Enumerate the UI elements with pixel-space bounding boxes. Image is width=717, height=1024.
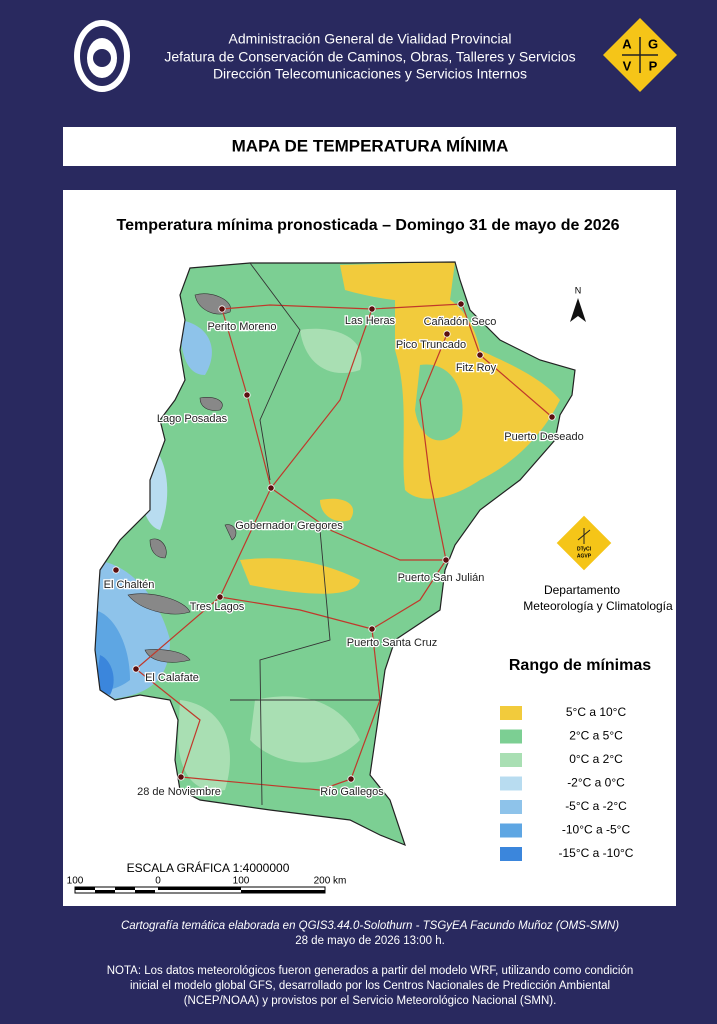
town-dot bbox=[347, 775, 355, 783]
town-dot bbox=[218, 305, 226, 313]
logo-letter: G bbox=[648, 36, 658, 51]
town-label: Puerto San Julián bbox=[398, 572, 485, 584]
logo-letter: V bbox=[623, 58, 632, 73]
department-line: Departamento bbox=[544, 583, 620, 597]
town-label: Puerto Santa Cruz bbox=[347, 637, 438, 649]
province-map bbox=[94, 261, 576, 846]
legend: 5°C a 10°C 2°C a 5°C 0°C a 2°C -2°C a 0°C -5… bbox=[500, 705, 634, 861]
town-dot bbox=[132, 665, 140, 673]
title-box bbox=[63, 127, 676, 166]
towns: Perito Moreno Las Heras Cañadón Seco Pico T… bbox=[102, 300, 585, 799]
town-dot bbox=[476, 351, 484, 359]
scale-label: 200 km bbox=[314, 876, 347, 887]
legend-label: 2°C a 5°C bbox=[569, 729, 623, 743]
note-line: inicial el modelo global GFS, desarrolla… bbox=[130, 980, 610, 992]
credit-line: 28 de mayo de 2026 13:00 h. bbox=[295, 935, 445, 947]
town-dot bbox=[442, 556, 450, 564]
department-line: Meteorología y Climatología bbox=[523, 599, 673, 613]
map-subtitle: Temperatura mínima pronosticada – Doming… bbox=[117, 217, 620, 234]
legend-swatch bbox=[500, 800, 522, 814]
town-label: Cañadón Seco bbox=[424, 316, 497, 328]
legend-title: Rango de mínimas bbox=[509, 657, 651, 674]
legend-swatch bbox=[500, 729, 522, 744]
legend-label: -2°C a 0°C bbox=[567, 776, 625, 790]
town-label: Pico Truncado bbox=[396, 339, 466, 351]
north-label: N bbox=[575, 285, 582, 295]
province-logo bbox=[74, 20, 130, 92]
town-dot bbox=[216, 593, 224, 601]
town-dot bbox=[457, 300, 465, 308]
legend-label: -15°C a -10°C bbox=[559, 846, 634, 860]
town-dot bbox=[443, 330, 451, 338]
scale-title: ESCALA GRÁFICA 1:4000000 bbox=[127, 860, 290, 875]
title: MAPA DE TEMPERATURA MÍNIMA bbox=[232, 136, 509, 155]
town-label: Gobernador Gregores bbox=[235, 520, 343, 532]
legend-swatch bbox=[500, 706, 522, 720]
legend-label: -5°C a -2°C bbox=[565, 799, 627, 813]
scale-bar bbox=[74, 886, 326, 894]
town-label: Lago Posadas bbox=[157, 413, 228, 425]
town-dot bbox=[177, 773, 185, 781]
legend-label: -10°C a -5°C bbox=[562, 823, 631, 837]
scale-label: 0 bbox=[155, 876, 161, 887]
scale-label: 100 bbox=[67, 876, 84, 887]
logo-text: AGVP bbox=[577, 553, 592, 559]
department-logo: DTyCI AGVP bbox=[555, 514, 613, 572]
legend-label: 5°C a 10°C bbox=[566, 705, 627, 719]
town-dot bbox=[548, 413, 556, 421]
town-label: Tres Lagos bbox=[190, 601, 245, 613]
legend-swatch bbox=[500, 847, 522, 861]
header-line: Jefatura de Conservación de Caminos, Obr… bbox=[164, 49, 575, 65]
header-line: Administración General de Vialidad Provi… bbox=[228, 31, 511, 47]
note-line: (NCEP/NOAA) y provistos por el Servicio … bbox=[184, 995, 557, 1007]
town-label: El Calafate bbox=[145, 672, 199, 684]
town-dot bbox=[368, 625, 376, 633]
town-label: Perito Moreno bbox=[207, 321, 276, 333]
logo-text: DTyCI bbox=[577, 546, 592, 552]
town-label: Las Heras bbox=[345, 315, 396, 327]
legend-swatch bbox=[500, 753, 522, 767]
town-label: El Chaltén bbox=[104, 579, 155, 591]
town-label: Río Gallegos bbox=[320, 786, 384, 798]
header-line: Dirección Telecomunicaciones y Servicios… bbox=[213, 66, 527, 82]
town-dot bbox=[368, 305, 376, 313]
logo-letter: P bbox=[649, 58, 658, 73]
town-label: 28 de Noviembre bbox=[137, 786, 221, 798]
legend-label: 0°C a 2°C bbox=[569, 752, 623, 766]
town-label: Fitz Roy bbox=[456, 362, 497, 374]
town-label: Puerto Deseado bbox=[504, 431, 584, 443]
north-arrow bbox=[570, 298, 586, 322]
legend-swatch bbox=[500, 776, 522, 791]
logo-letter: A bbox=[622, 36, 632, 51]
legend-swatch bbox=[500, 823, 522, 838]
town-dot bbox=[243, 391, 251, 399]
note-line: NOTA: Los datos meteorológicos fueron ge… bbox=[107, 965, 634, 977]
scale-label: 100 bbox=[233, 876, 250, 887]
town-dot bbox=[267, 484, 275, 492]
town-dot bbox=[112, 566, 120, 574]
credit-line: Cartografía temática elaborada en QGIS3.… bbox=[121, 920, 619, 932]
agvp-logo: A G V P bbox=[603, 18, 677, 92]
